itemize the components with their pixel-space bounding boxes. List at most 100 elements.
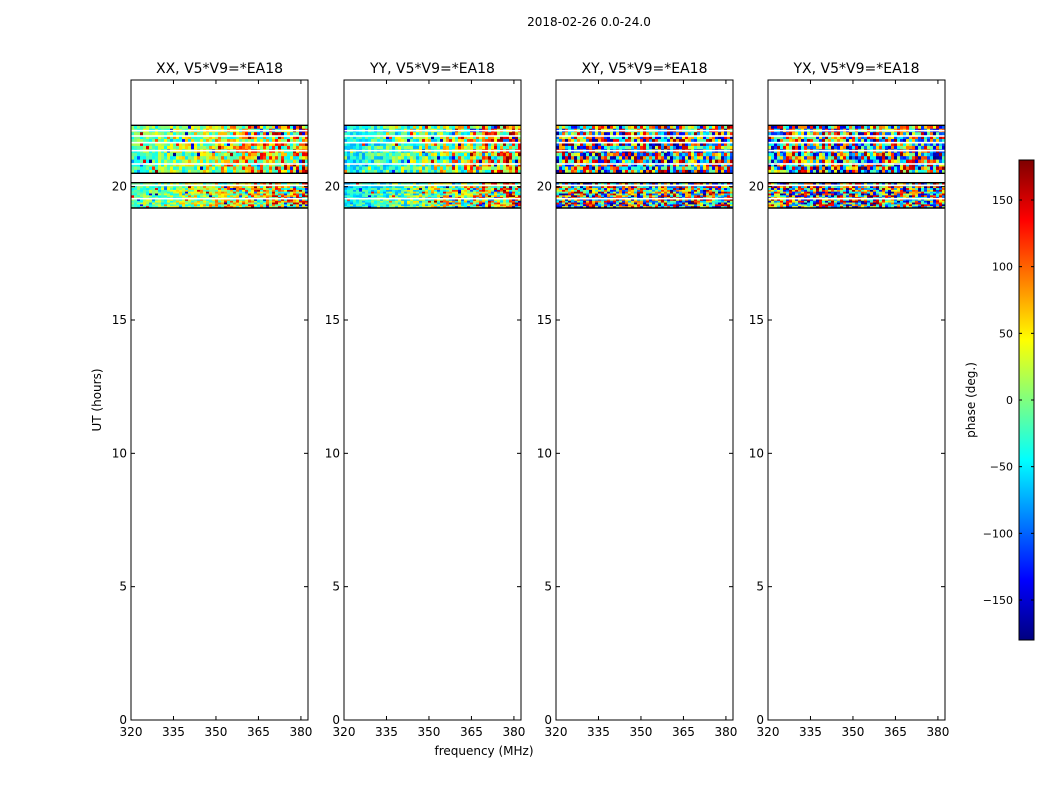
heatmap-cell: [287, 166, 291, 171]
heatmap-cell: [583, 189, 587, 193]
heatmap-cell: [679, 182, 683, 185]
heatmap-cell: [140, 186, 144, 189]
heatmap-cell: [559, 189, 563, 193]
heatmap-cell: [449, 189, 453, 193]
heatmap-cell: [580, 206, 584, 209]
heatmap-cell: [413, 182, 417, 185]
heatmap-cell: [655, 135, 659, 140]
heatmap-cell: [652, 159, 656, 164]
heatmap-cell: [383, 163, 387, 167]
heatmap-cell: [491, 169, 495, 174]
heatmap-cell: [182, 152, 186, 157]
heatmap-cell: [404, 142, 408, 147]
heatmap-cell: [679, 145, 683, 150]
heatmap-cell: [404, 132, 408, 137]
heatmap-cell: [275, 169, 279, 174]
heatmap-cell: [284, 198, 288, 202]
heatmap-cell: [724, 198, 728, 202]
heatmap-cell: [389, 125, 393, 130]
gap-line: [344, 149, 521, 152]
heatmap-cell: [203, 202, 207, 205]
heatmap-cell: [158, 188, 162, 191]
heatmap-cell: [649, 152, 653, 157]
heatmap-cell: [230, 202, 234, 205]
heatmap-cell: [652, 195, 656, 198]
heatmap-cell: [458, 139, 462, 143]
heatmap-cell: [458, 182, 462, 185]
heatmap-cell: [664, 186, 668, 189]
heatmap-cell: [607, 195, 611, 198]
heatmap-cell: [428, 198, 432, 202]
heatmap-cell: [500, 200, 504, 203]
heatmap-cell: [191, 163, 195, 167]
heatmap-cell: [281, 135, 285, 140]
heatmap-cell: [215, 132, 219, 137]
heatmap-cell: [185, 189, 189, 193]
heatmap-cell: [503, 163, 507, 167]
heatmap-cell: [404, 193, 408, 196]
heatmap-cell: [296, 166, 300, 171]
heatmap-cell: [512, 132, 516, 137]
heatmap-cell: [302, 202, 306, 205]
heatmap-cell: [284, 142, 288, 147]
heatmap-cell: [512, 200, 516, 203]
heatmap-cell: [619, 142, 623, 147]
heatmap-cell: [410, 142, 414, 147]
heatmap-cell: [577, 202, 581, 205]
y-tick-label: 10: [325, 446, 340, 460]
heatmap-cell: [488, 189, 492, 193]
heatmap-cell: [479, 200, 483, 203]
heatmap-cell: [643, 142, 647, 147]
heatmap-cell: [595, 166, 599, 171]
heatmap-cell: [191, 132, 195, 137]
heatmap-cell: [362, 186, 366, 189]
heatmap-cell: [646, 132, 650, 137]
heatmap-cell: [607, 139, 611, 143]
heatmap-cell: [248, 163, 252, 167]
heatmap-cell: [155, 159, 159, 164]
heatmap-cell: [601, 195, 605, 198]
heatmap-cell: [344, 135, 348, 140]
heatmap-cell: [613, 189, 617, 193]
heatmap-cell: [434, 189, 438, 193]
heatmap-cell: [170, 204, 174, 207]
heatmap-cell: [646, 159, 650, 164]
heatmap-cell: [368, 202, 372, 205]
heatmap-cell: [497, 135, 501, 140]
heatmap-cell: [485, 206, 489, 209]
heatmap-cell: [718, 189, 722, 193]
heatmap-cell: [347, 152, 351, 157]
heatmap-cell: [281, 132, 285, 137]
heatmap-cell: [260, 142, 264, 147]
heatmap-cell: [383, 125, 387, 130]
heatmap-cell: [580, 156, 584, 161]
heatmap-cell: [556, 145, 560, 150]
heatmap-cell: [676, 159, 680, 164]
heatmap-cell: [619, 200, 623, 203]
heatmap-cell: [395, 169, 399, 174]
heatmap-cell: [137, 166, 141, 171]
heatmap-cell: [595, 145, 599, 150]
heatmap-cell: [470, 198, 474, 202]
heatmap-cell: [173, 182, 177, 185]
heatmap-cell: [257, 132, 261, 137]
heatmap-cell: [712, 152, 716, 157]
heatmap-cell: [571, 135, 575, 140]
heatmap-cell: [685, 152, 689, 157]
heatmap-cell: [221, 163, 225, 167]
heatmap-cell: [443, 169, 447, 174]
heatmap-cell: [272, 163, 276, 167]
heatmap-cell: [158, 191, 162, 194]
heatmap-cell: [392, 186, 396, 189]
heatmap-cell: [305, 206, 309, 209]
heatmap-cell: [637, 195, 641, 198]
heatmap-cell: [473, 191, 477, 194]
heatmap-cell: [404, 195, 408, 198]
heatmap-cell: [155, 163, 159, 167]
heatmap-cell: [607, 132, 611, 137]
heatmap-cell: [290, 202, 294, 205]
heatmap-cell: [718, 186, 722, 189]
heatmap-cell: [155, 139, 159, 143]
heatmap-cell: [155, 191, 159, 194]
heatmap-cell: [640, 189, 644, 193]
